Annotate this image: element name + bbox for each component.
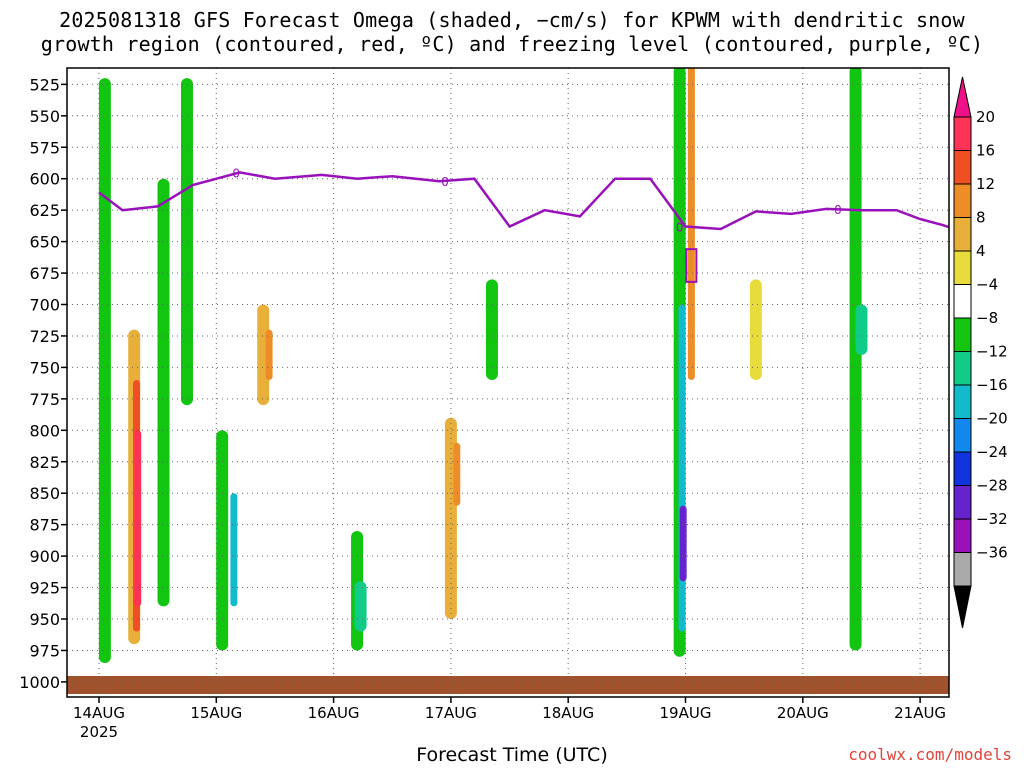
y-tick-label: 775 bbox=[29, 390, 60, 409]
omega-region-4 bbox=[157, 178, 170, 607]
chart-title-line-1: 2025081318 GFS Forecast Omega (shaded, −… bbox=[59, 8, 965, 32]
colorbar: 20 16 12 8 4 −4 −8 −12 −16 −20 −24 −28 −32 −36 bbox=[953, 76, 1008, 629]
y-tick-label: 900 bbox=[29, 547, 60, 566]
colorbar-label: −28 bbox=[976, 477, 1008, 495]
y-tick-label: 625 bbox=[29, 201, 60, 220]
colorbar-label: −4 bbox=[976, 276, 998, 294]
y-tick-label: 750 bbox=[29, 358, 60, 377]
colorbar-label: −32 bbox=[976, 510, 1008, 528]
omega-region-18 bbox=[687, 68, 695, 380]
y-tick-label: 950 bbox=[29, 610, 60, 629]
colorbar-swatch bbox=[953, 150, 972, 185]
source-credit: coolwx.com/models bbox=[848, 745, 1012, 764]
colorbar-top-arrow bbox=[953, 76, 972, 118]
colorbar-swatch bbox=[953, 451, 972, 486]
dgz-contour-0 bbox=[685, 248, 698, 283]
plot-frame bbox=[66, 67, 950, 698]
y-tick-label: 600 bbox=[29, 170, 60, 189]
omega-region-5 bbox=[180, 78, 193, 406]
freezing-level-label-1: 0 bbox=[441, 175, 449, 189]
y-tick-label: 850 bbox=[29, 484, 60, 503]
colorbar-swatch bbox=[953, 183, 972, 218]
colorbar-swatch bbox=[953, 485, 972, 520]
colorbar-label: 8 bbox=[976, 209, 986, 227]
y-tick-label: 725 bbox=[29, 327, 60, 346]
x-tick-label: 18AUG bbox=[542, 704, 594, 722]
x-tick-label: 17AUG bbox=[425, 704, 477, 722]
omega-region-16 bbox=[678, 304, 686, 632]
omega-region-0 bbox=[98, 78, 111, 664]
y-tick-label: 875 bbox=[29, 516, 60, 535]
colorbar-label: −16 bbox=[976, 376, 1008, 394]
x-axis-label: Forecast Time (UTC) bbox=[416, 744, 608, 766]
y-tick-label: 675 bbox=[29, 264, 60, 283]
omega-region-21 bbox=[855, 304, 868, 355]
colorbar-swatch bbox=[953, 384, 972, 419]
omega-region-9 bbox=[265, 329, 273, 380]
freezing-level-label-0: 0 bbox=[232, 166, 240, 180]
y-tick-label: 575 bbox=[29, 138, 60, 157]
omega-region-20 bbox=[849, 68, 862, 651]
omega-region-19 bbox=[749, 279, 762, 380]
colorbar-label: 12 bbox=[976, 175, 995, 193]
freezing-level-label-3: 0 bbox=[834, 203, 842, 217]
freezing-level-line bbox=[98, 171, 949, 231]
colorbar-swatch bbox=[953, 250, 972, 285]
omega-region-6 bbox=[216, 430, 229, 651]
y-tick-label: 550 bbox=[29, 107, 60, 126]
colorbar-label: 16 bbox=[976, 142, 995, 160]
colorbar-label: −20 bbox=[976, 410, 1008, 428]
x-tick-label: 16AUG bbox=[308, 704, 360, 722]
y-tick-label: 525 bbox=[29, 75, 60, 94]
x-tick-label: 21AUG bbox=[894, 704, 946, 722]
freezing-level-label-2: 0 bbox=[676, 221, 684, 235]
omega-region-17 bbox=[679, 505, 687, 582]
x-tick-label: 15AUG bbox=[190, 704, 242, 722]
colorbar-label: −24 bbox=[976, 443, 1008, 461]
y-tick-label: 825 bbox=[29, 453, 60, 472]
y-tick-label: 800 bbox=[29, 421, 60, 440]
y-tick-label: 975 bbox=[29, 641, 60, 660]
colorbar-bottom-arrow bbox=[953, 585, 972, 629]
colorbar-label: −8 bbox=[976, 309, 998, 327]
colorbar-label: 4 bbox=[976, 242, 986, 260]
colorbar-label: −12 bbox=[976, 343, 1008, 361]
colorbar-swatch bbox=[953, 418, 972, 453]
colorbar-swatch bbox=[953, 518, 972, 553]
colorbar-swatch bbox=[953, 351, 972, 386]
omega-region-3 bbox=[134, 430, 142, 607]
chart-title-line-2: growth region (contoured, red, ºC) and f… bbox=[40, 32, 984, 56]
x-tick-label: 20AUG bbox=[777, 704, 829, 722]
x-year-label: 2025 bbox=[80, 723, 118, 741]
x-tick-label: 19AUG bbox=[660, 704, 712, 722]
colorbar-label: −36 bbox=[976, 544, 1008, 562]
omega-region-11 bbox=[354, 581, 367, 632]
omega-field bbox=[67, 68, 949, 694]
y-tick-label: 925 bbox=[29, 579, 60, 598]
colorbar-swatch bbox=[953, 284, 972, 319]
omega-region-13 bbox=[453, 442, 461, 506]
y-tick-label: 1000 bbox=[19, 673, 60, 692]
colorbar-swatch bbox=[953, 552, 972, 587]
grid bbox=[67, 68, 949, 697]
omega-region-7 bbox=[230, 493, 238, 607]
omega-region-8 bbox=[257, 304, 270, 406]
y-tick-label: 650 bbox=[29, 233, 60, 252]
colorbar-label: 20 bbox=[976, 108, 995, 126]
surface-terrain bbox=[67, 676, 949, 694]
y-tick-label: 700 bbox=[29, 296, 60, 315]
omega-region-14 bbox=[485, 279, 498, 380]
colorbar-swatch bbox=[953, 116, 972, 151]
colorbar-swatch bbox=[953, 217, 972, 252]
x-tick-label: 14AUG bbox=[73, 704, 125, 722]
colorbar-swatch bbox=[953, 317, 972, 352]
